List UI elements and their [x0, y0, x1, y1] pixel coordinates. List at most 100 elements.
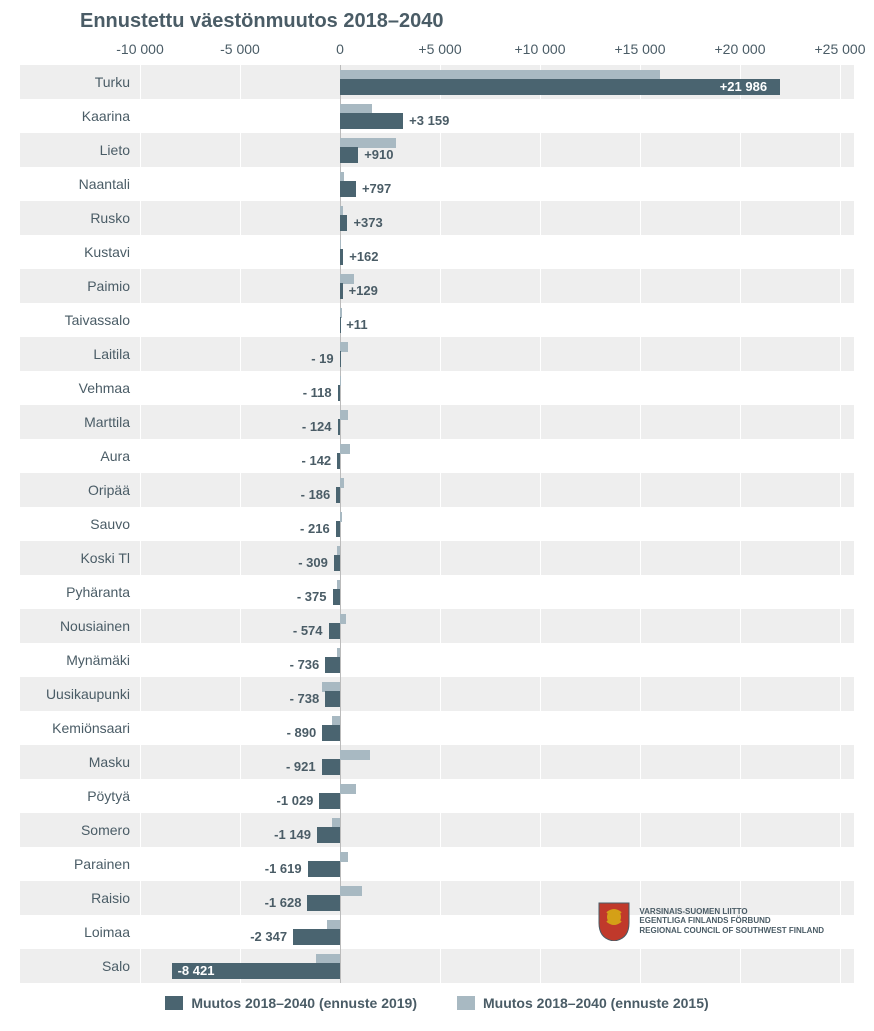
category-label: Vehmaa	[20, 380, 140, 396]
category-label: Masku	[20, 754, 140, 770]
chart-row: Salo-8 421	[20, 949, 854, 983]
bar-forecast-2019	[319, 793, 340, 809]
category-label: Uusikaupunki	[20, 686, 140, 702]
bar-forecast-2015	[340, 750, 370, 760]
value-label: +162	[349, 249, 378, 264]
category-label: Lieto	[20, 142, 140, 158]
bar-forecast-2019	[293, 929, 340, 945]
bar-area: - 736	[140, 643, 840, 677]
bar-area: +910	[140, 133, 840, 167]
bar-forecast-2019	[340, 215, 347, 231]
logo-line-2: EGENTLIGA FINLANDS FÖRBUND	[639, 916, 824, 926]
logo-line-3: REGIONAL COUNCIL OF SOUTHWEST FINLAND	[639, 926, 824, 936]
axis-tick: +5 000	[418, 41, 461, 57]
chart-row: Pöytyä-1 029	[20, 779, 854, 813]
bar-area: - 216	[140, 507, 840, 541]
axis-tick: +25 000	[815, 41, 866, 57]
chart-row: Masku - 921	[20, 745, 854, 779]
logo-text: VARSINAIS-SUOMEN LIITTO EGENTLIGA FINLAN…	[639, 907, 824, 936]
value-label: -2 347	[250, 929, 287, 944]
category-label: Kustavi	[20, 244, 140, 260]
bar-area: +129	[140, 269, 840, 303]
bar-area: +11	[140, 303, 840, 337]
bar-area: - 921	[140, 745, 840, 779]
bar-forecast-2019	[340, 181, 356, 197]
bar-forecast-2019	[340, 351, 341, 367]
bar-forecast-2019	[340, 249, 343, 265]
bar-forecast-2019	[340, 283, 343, 299]
bar-area: - 375	[140, 575, 840, 609]
value-label: -1 029	[277, 793, 314, 808]
category-label: Rusko	[20, 210, 140, 226]
org-logo: VARSINAIS-SUOMEN LIITTO EGENTLIGA FINLAN…	[597, 901, 824, 941]
axis-tick: -10 000	[116, 41, 163, 57]
bar-area: - 574	[140, 609, 840, 643]
category-label: Raisio	[20, 890, 140, 906]
bar-forecast-2015	[340, 376, 341, 386]
x-axis-labels: -10 000-5 0000+5 000+10 000+15 000+20 00…	[140, 41, 840, 65]
value-label: - 19	[311, 351, 333, 366]
bar-forecast-2019	[340, 113, 403, 129]
bar-area: - 890	[140, 711, 840, 745]
bar-area: +21 986	[140, 65, 840, 99]
legend-item-alt: Muutos 2018–2040 (ennuste 2015)	[457, 995, 709, 1011]
bar-area: -1 029	[140, 779, 840, 813]
category-label: Mynämäki	[20, 652, 140, 668]
chart-row: Koski Tl- 309	[20, 541, 854, 575]
bar-forecast-2015	[340, 444, 350, 454]
axis-tick: +15 000	[615, 41, 666, 57]
bar-forecast-2015	[340, 852, 348, 862]
chart-row: Somero-1 149	[20, 813, 854, 847]
bar-forecast-2019	[307, 895, 340, 911]
category-label: Sauvo	[20, 516, 140, 532]
value-label: - 186	[301, 487, 331, 502]
axis-tick: +10 000	[515, 41, 566, 57]
value-label: - 738	[290, 691, 320, 706]
value-label: +21 986	[720, 79, 767, 94]
category-label: Kaarina	[20, 108, 140, 124]
bar-forecast-2019	[340, 317, 341, 333]
chart-row: Vehmaa- 118	[20, 371, 854, 405]
bar-forecast-2015	[340, 784, 356, 794]
chart-row: Naantali+797	[20, 167, 854, 201]
chart-row: Turku+21 986	[20, 65, 854, 99]
bar-forecast-2019	[333, 589, 341, 605]
bar-forecast-2015	[340, 410, 348, 420]
value-label: +373	[353, 215, 382, 230]
legend-item-main: Muutos 2018–2040 (ennuste 2019)	[165, 995, 417, 1011]
chart-row: Paimio+129	[20, 269, 854, 303]
value-label: - 890	[287, 725, 317, 740]
value-label: -1 628	[265, 895, 302, 910]
chart-rows: Turku+21 986Kaarina+3 159Lieto+910Naanta…	[20, 65, 854, 983]
logo-line-1: VARSINAIS-SUOMEN LIITTO	[639, 907, 824, 917]
value-label: - 921	[286, 759, 316, 774]
bar-area: - 142	[140, 439, 840, 473]
bar-forecast-2019	[336, 521, 340, 537]
axis-tick: +20 000	[715, 41, 766, 57]
chart-row: Sauvo- 216	[20, 507, 854, 541]
axis-tick: 0	[336, 41, 344, 57]
value-label: +11	[346, 317, 367, 332]
chart-title: Ennustettu väestönmuutos 2018–2040	[80, 10, 854, 33]
legend-label-alt: Muutos 2018–2040 (ennuste 2015)	[483, 995, 709, 1011]
chart-row: Aura- 142	[20, 439, 854, 473]
value-label: - 309	[298, 555, 328, 570]
chart-row: Kaarina+3 159	[20, 99, 854, 133]
chart-row: Kemiönsaari- 890	[20, 711, 854, 745]
category-label: Oripää	[20, 482, 140, 498]
chart-row: Mynämäki- 736	[20, 643, 854, 677]
bar-area: +3 159	[140, 99, 840, 133]
chart-row: Kustavi +162	[20, 235, 854, 269]
category-label: Nousiainen	[20, 618, 140, 634]
chart-row: Laitila- 19	[20, 337, 854, 371]
category-label: Taivassalo	[20, 312, 140, 328]
bar-forecast-2019	[322, 759, 340, 775]
crest-icon	[597, 901, 631, 941]
bar-forecast-2019	[340, 147, 358, 163]
value-label: +129	[349, 283, 378, 298]
bar-forecast-2019	[308, 861, 340, 877]
bar-area: +162	[140, 235, 840, 269]
bar-area: - 738	[140, 677, 840, 711]
bar-forecast-2015	[340, 512, 342, 522]
chart-row: Parainen-1 619	[20, 847, 854, 881]
